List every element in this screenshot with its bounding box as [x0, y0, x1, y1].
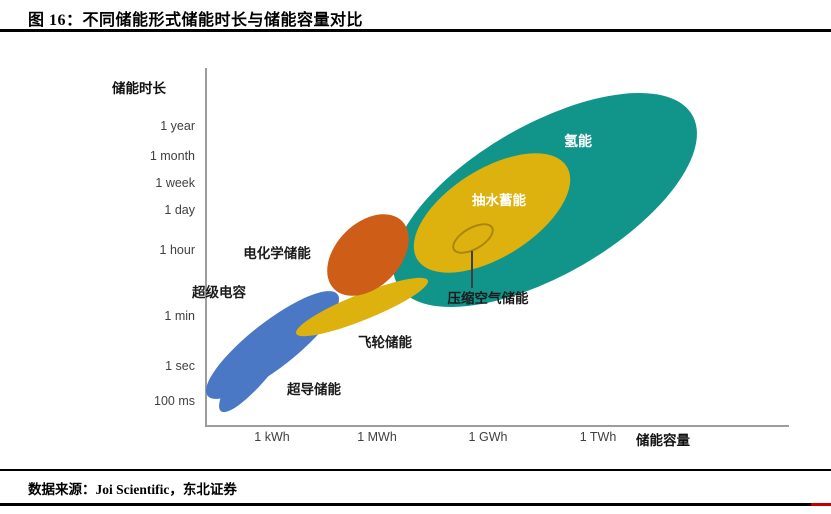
footer-accent-red	[811, 503, 831, 506]
x-tick-1kwh: 1 kWh	[254, 430, 290, 444]
y-axis-line	[205, 68, 207, 426]
y-tick-1min: 1 min	[164, 309, 195, 323]
label-supercapacitor: 超级电容	[192, 285, 246, 300]
y-axis-title: 储能时长	[112, 81, 166, 96]
data-source: 数据来源：Joi Scientific，东北证券	[28, 482, 237, 497]
label-compressed-air: 压缩空气储能	[447, 291, 529, 306]
y-tick-100ms: 100 ms	[154, 394, 195, 408]
label-pumped-hydro: 抽水蓄能	[472, 193, 526, 208]
y-tick-1month: 1 month	[149, 149, 195, 163]
label-electrochemical: 电化学储能	[243, 246, 311, 261]
title-divider	[0, 29, 831, 32]
label-superconducting: 超导储能	[287, 382, 341, 397]
x-axis-line	[205, 425, 789, 427]
y-tick-1hour: 1 hour	[159, 243, 195, 257]
x-tick-1twh: 1 TWh	[579, 430, 617, 444]
y-tick-1sec: 1 sec	[165, 359, 195, 373]
compressed-air-callout-line	[471, 251, 473, 288]
x-tick-1mwh: 1 MWh	[357, 430, 397, 444]
footer-bottom-rule	[0, 503, 831, 506]
y-tick-1day: 1 day	[164, 203, 195, 217]
label-hydrogen: 氢能	[564, 133, 592, 149]
x-tick-1gwh: 1 GWh	[468, 430, 508, 444]
y-tick-1week: 1 week	[155, 176, 195, 190]
y-tick-1year: 1 year	[160, 119, 195, 133]
label-flywheel: 飞轮储能	[358, 335, 412, 350]
figure-title: 图 16：不同储能形式储能时长与储能容量对比	[28, 12, 364, 29]
footer-top-rule	[0, 469, 831, 471]
x-axis-title: 储能容量	[636, 433, 690, 448]
